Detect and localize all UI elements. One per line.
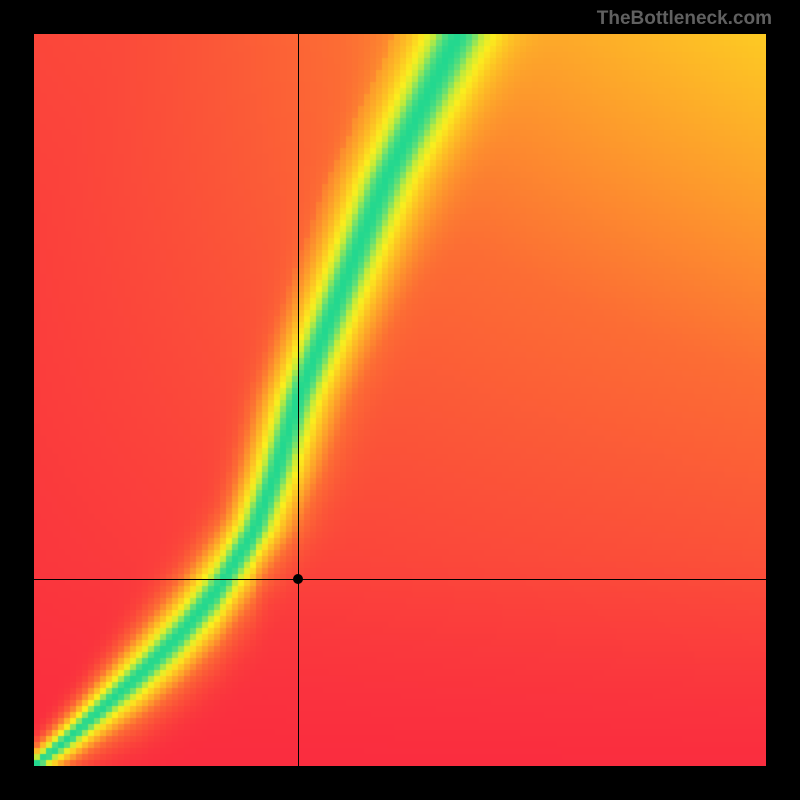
marker-dot (293, 574, 303, 584)
heatmap-canvas (34, 34, 766, 766)
watermark-text: TheBottleneck.com (597, 8, 772, 30)
heatmap-plot (34, 34, 766, 766)
crosshair-horizontal (34, 579, 766, 580)
crosshair-vertical (298, 34, 299, 766)
